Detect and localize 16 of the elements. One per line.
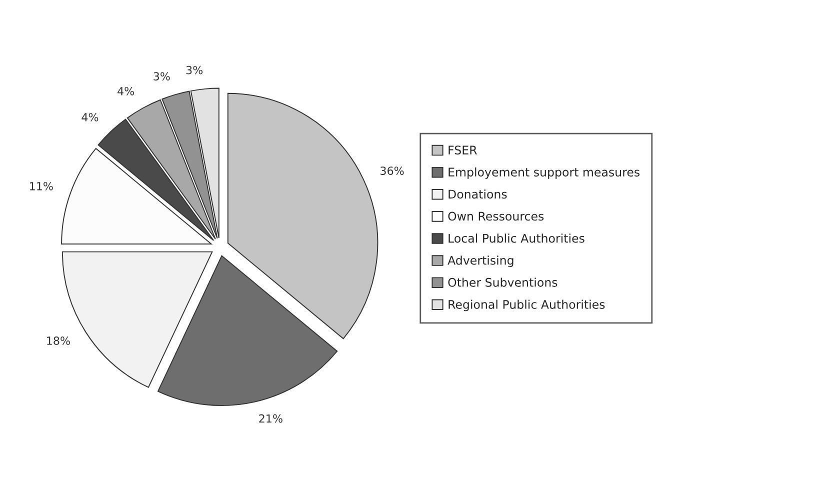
- data-label: 4%: [82, 112, 98, 122]
- data-label: 21%: [259, 414, 282, 423]
- legend-label: Advertising: [448, 256, 514, 268]
- legend-label: FSER: [448, 146, 477, 155]
- legend-label: Local Public Authorities: [448, 234, 584, 243]
- data-label: 3%: [154, 72, 170, 81]
- legend-label: Employement support measures: [448, 167, 640, 179]
- legend-label: Donations: [448, 189, 507, 199]
- legend-label: Own Ressources: [448, 212, 544, 221]
- data-label: 18%: [47, 336, 70, 345]
- data-label: 11%: [30, 182, 53, 190]
- data-label: 4%: [118, 86, 134, 96]
- legend-label: Other Subventions: [448, 278, 558, 287]
- data-label: 3%: [186, 66, 203, 74]
- legend-label: Regional Public Authorities: [448, 300, 605, 312]
- data-label: 36%: [380, 166, 404, 175]
